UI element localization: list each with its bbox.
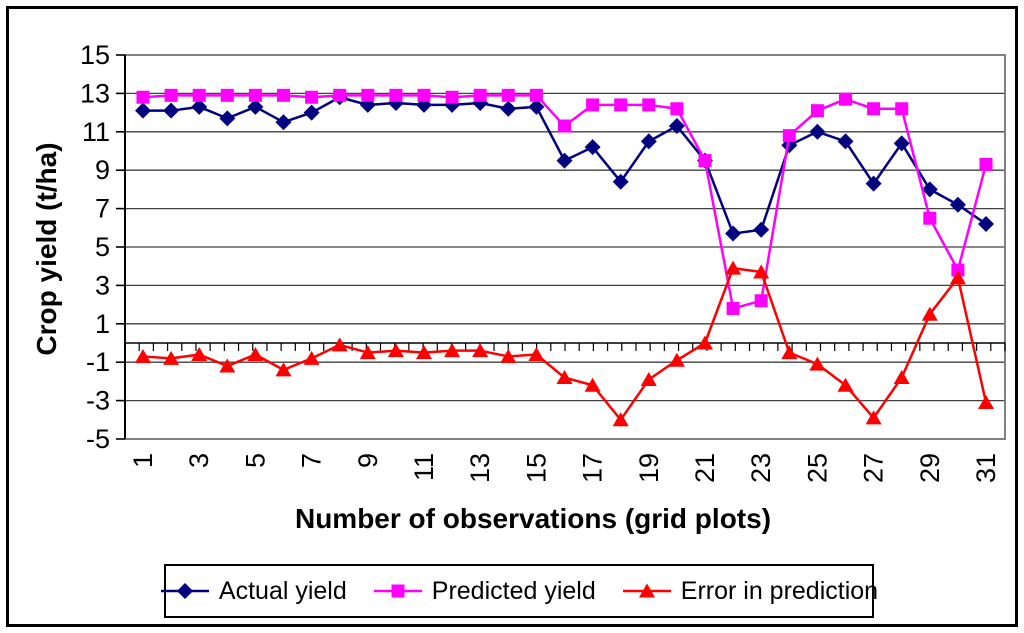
y-tick-label: 7 xyxy=(95,194,110,224)
y-tick-label: 3 xyxy=(95,270,110,300)
x-tick-label: 19 xyxy=(634,453,664,483)
y-tick-label: 15 xyxy=(80,40,110,70)
series-actual-yield xyxy=(135,89,994,242)
x-tick-label: 17 xyxy=(578,453,608,483)
y-tick-label: 13 xyxy=(80,78,110,108)
series-error-in-prediction xyxy=(135,260,994,427)
legend-item-error-in-prediction: Error in prediction xyxy=(622,577,878,606)
predicted-yield-marker-icon xyxy=(373,584,422,598)
x-tick-label: 25 xyxy=(802,453,832,483)
gridlines xyxy=(125,92,1005,402)
x-tick-label: 3 xyxy=(184,453,214,468)
legend-label-predicted-yield: Predicted yield xyxy=(431,576,596,605)
x-tick-label: 11 xyxy=(409,453,439,481)
error-in-prediction-marker-icon xyxy=(622,583,671,598)
x-tick-label: 5 xyxy=(240,453,270,468)
y-tick-label: 11 xyxy=(82,117,110,147)
legend-item-actual-yield: Actual yield xyxy=(160,577,347,606)
y-tick-label: -3 xyxy=(86,386,110,416)
x-tick-label: 7 xyxy=(297,453,327,468)
x-axis: 1 3 5 7 9 11 13 15 17 19 21 23 25 27 29 31 xyxy=(124,342,1006,483)
y-axis-title: Crop yield (t/ha) xyxy=(31,142,62,356)
y-axis: 15 13 11 9 7 5 3 1 -1 -3 -5 xyxy=(80,40,126,454)
chart-frame: 15 13 11 9 7 5 3 1 -1 -3 -5 1 3 5 7 9 11 13 15 17 19 21 23 25 27… xyxy=(6,6,1018,627)
x-tick-label: 23 xyxy=(746,453,776,483)
legend-label-error-in-prediction: Error in prediction xyxy=(680,576,879,605)
x-axis-title: Number of observations (grid plots) xyxy=(294,503,772,534)
actual-yield-marker-icon xyxy=(160,583,209,599)
x-tick-label: 9 xyxy=(353,453,383,468)
y-tick-label: -1 xyxy=(86,347,110,377)
x-tick-label: 31 xyxy=(971,453,1001,483)
legend-item-predicted-yield: Predicted yield xyxy=(373,577,596,606)
y-tick-label: 5 xyxy=(95,232,110,262)
y-tick-label: 1 xyxy=(95,309,110,339)
x-tick-label: 29 xyxy=(915,453,945,483)
x-tick-label: 1 xyxy=(128,453,158,468)
series-predicted-yield xyxy=(136,88,993,315)
y-tick-label: -5 xyxy=(86,424,110,454)
x-tick-label: 27 xyxy=(859,453,889,483)
x-tick-label: 13 xyxy=(465,453,495,483)
x-tick-label: 21 xyxy=(690,453,720,483)
legend-label-actual-yield: Actual yield xyxy=(218,576,347,605)
y-tick-label: 9 xyxy=(95,155,110,185)
legend: Actual yield Predicted yield Error in pr… xyxy=(160,564,878,618)
x-tick-label: 15 xyxy=(521,453,551,483)
